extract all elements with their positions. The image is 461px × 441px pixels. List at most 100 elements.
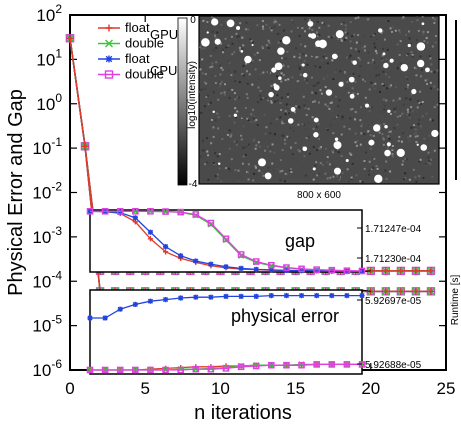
noise-pixel: [270, 84, 273, 87]
bright-source: [277, 47, 285, 55]
noise-pixel: [363, 45, 366, 48]
inset-data-point: [237, 251, 245, 258]
noise-pixel: [234, 169, 237, 172]
noise-pixel: [354, 17, 357, 20]
noise-pixel: [373, 157, 376, 160]
noise-pixel: [391, 149, 394, 152]
noise-pixel: [395, 131, 398, 134]
noise-pixel: [436, 103, 439, 106]
noise-pixel: [345, 36, 348, 39]
noise-pixel: [410, 106, 413, 109]
noise-pixel: [233, 92, 236, 95]
noise-pixel: [351, 87, 354, 90]
inset-y-tick-label: 1.71247e-04: [365, 224, 422, 235]
noise-pixel: [216, 177, 219, 180]
inset-data-point: [252, 258, 260, 265]
noise-pixel: [242, 125, 245, 128]
noise-pixel: [419, 125, 422, 128]
noise-pixel: [348, 56, 351, 59]
noise-pixel: [271, 162, 274, 165]
noise-pixel: [285, 103, 288, 106]
inset-y-tick-label: 5.92688e-05: [365, 360, 422, 371]
noise-pixel: [421, 100, 424, 103]
noise-pixel: [303, 59, 306, 62]
noise-pixel: [282, 64, 285, 67]
noise-pixel: [398, 29, 401, 32]
noise-pixel: [385, 99, 388, 102]
noise-pixel: [359, 65, 362, 68]
noise-pixel: [292, 129, 295, 132]
inset-data-point: [132, 301, 138, 307]
noise-pixel: [207, 94, 210, 97]
noise-pixel: [246, 117, 249, 120]
noise-pixel: [265, 126, 268, 129]
noise-pixel: [282, 134, 285, 137]
noise-pixel: [370, 121, 373, 124]
noise-pixel: [241, 116, 244, 119]
noise-pixel: [382, 136, 385, 139]
noise-pixel: [273, 169, 276, 172]
noise-pixel: [356, 92, 359, 95]
noise-pixel: [247, 178, 250, 181]
noise-pixel: [381, 133, 384, 136]
noise-pixel: [251, 59, 254, 62]
noise-pixel: [352, 72, 355, 75]
inset-y-tick-label: 1.71230e-04: [365, 254, 422, 265]
noise-pixel: [199, 68, 202, 71]
noise-pixel: [415, 16, 418, 19]
noise-pixel: [211, 16, 214, 19]
noise-pixel: [223, 130, 226, 133]
noise-pixel: [218, 153, 221, 156]
noise-pixel: [311, 91, 314, 94]
noise-pixel: [228, 167, 231, 170]
bright-source: [307, 20, 314, 27]
noise-pixel: [253, 172, 256, 175]
noise-pixel: [317, 101, 320, 104]
noise-pixel: [228, 70, 231, 73]
noise-pixel: [431, 45, 434, 48]
noise-pixel: [353, 58, 356, 61]
noise-pixel: [388, 130, 391, 133]
inset-data-point: [207, 365, 215, 373]
noise-pixel: [403, 177, 406, 180]
y-tick-exponent: 0: [55, 91, 62, 105]
noise-pixel: [288, 104, 291, 107]
noise-pixel: [385, 160, 388, 163]
noise-pixel: [245, 93, 248, 96]
noise-pixel: [347, 91, 350, 94]
noise-pixel: [284, 113, 287, 116]
noise-pixel: [215, 61, 218, 64]
noise-pixel: [319, 66, 322, 69]
noise-pixel: [247, 118, 250, 121]
noise-pixel: [396, 115, 399, 118]
noise-pixel: [258, 145, 261, 148]
noise-pixel: [368, 173, 371, 176]
inset-data-point: [102, 315, 108, 321]
noise-pixel: [389, 170, 392, 173]
noise-pixel: [290, 30, 293, 33]
noise-pixel: [217, 116, 220, 119]
inset-data-point: [283, 293, 290, 299]
noise-pixel: [384, 73, 387, 76]
noise-pixel: [391, 153, 394, 156]
noise-pixel: [270, 80, 273, 83]
noise-pixel: [258, 59, 261, 62]
noise-pixel: [411, 54, 414, 57]
noise-pixel: [354, 118, 357, 121]
noise-pixel: [245, 145, 248, 148]
inset-data-point: [359, 293, 365, 299]
noise-pixel: [372, 58, 375, 61]
inset-data-point: [328, 361, 336, 368]
bright-source: [290, 107, 296, 112]
noise-pixel: [427, 134, 430, 137]
y-axis-title: Physical Error and Gap: [5, 89, 27, 296]
noise-pixel: [276, 75, 279, 78]
noise-pixel: [205, 137, 208, 140]
noise-pixel: [426, 41, 429, 44]
data-point: [397, 267, 405, 275]
noise-pixel: [369, 147, 372, 150]
bright-source: [201, 38, 210, 47]
noise-pixel: [207, 178, 210, 181]
noise-pixel: [221, 68, 224, 71]
noise-pixel: [336, 114, 339, 117]
